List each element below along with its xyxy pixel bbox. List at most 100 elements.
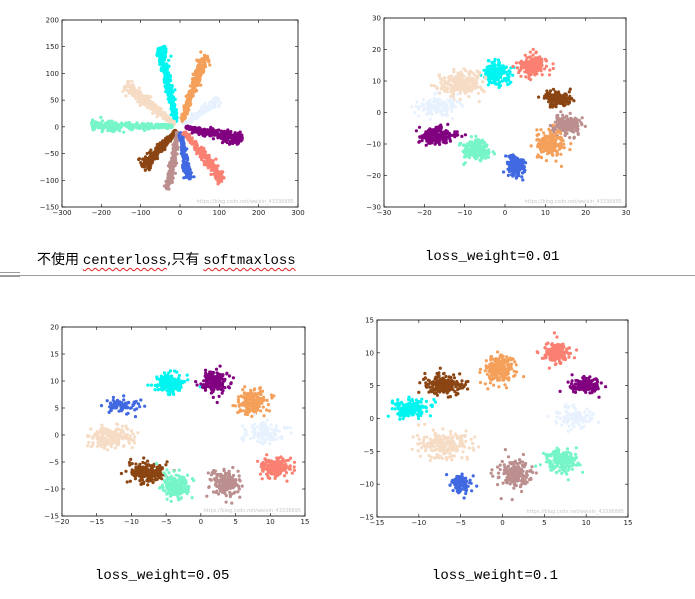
- point: [521, 178, 525, 182]
- point: [165, 389, 169, 393]
- point: [204, 368, 208, 372]
- point: [165, 124, 169, 128]
- point: [211, 99, 215, 104]
- y-tick-label: 10: [372, 78, 381, 86]
- point: [210, 383, 214, 387]
- point: [231, 376, 235, 380]
- point: [155, 107, 159, 111]
- point: [153, 103, 157, 107]
- point: [567, 126, 571, 130]
- point: [197, 60, 201, 64]
- point: [133, 408, 137, 412]
- point: [170, 375, 174, 379]
- point: [187, 118, 191, 122]
- point: [437, 140, 441, 144]
- point: [161, 377, 165, 382]
- point: [204, 372, 208, 376]
- point: [210, 387, 215, 391]
- point: [467, 154, 471, 158]
- point: [224, 135, 228, 139]
- point: [434, 139, 438, 143]
- point: [166, 379, 170, 383]
- point: [432, 107, 437, 111]
- point: [566, 121, 570, 125]
- point: [559, 122, 563, 127]
- point: [170, 180, 174, 184]
- point: [199, 382, 203, 386]
- point: [420, 139, 424, 143]
- point: [549, 99, 553, 103]
- series-cyan: [146, 369, 202, 397]
- point: [231, 139, 235, 143]
- point: [134, 90, 138, 94]
- point: [140, 124, 144, 128]
- point: [206, 104, 210, 108]
- point: [212, 377, 216, 381]
- point: [270, 396, 274, 400]
- point: [471, 81, 475, 85]
- point: [479, 159, 483, 163]
- point: [452, 132, 457, 136]
- point: [219, 387, 223, 392]
- point: [427, 129, 431, 133]
- point: [442, 132, 446, 136]
- point: [576, 132, 580, 136]
- x-tick-label: 300: [291, 209, 304, 217]
- x-tick-label: −200: [92, 209, 111, 217]
- point: [458, 88, 462, 92]
- point: [211, 166, 215, 170]
- point: [171, 152, 175, 156]
- point: [511, 64, 515, 69]
- point: [119, 408, 123, 413]
- point: [183, 149, 187, 153]
- point: [420, 134, 424, 138]
- point: [184, 103, 188, 107]
- point: [180, 118, 184, 122]
- point: [174, 137, 178, 141]
- series-aliceblue: [182, 95, 223, 127]
- point: [443, 85, 447, 89]
- point: [456, 92, 460, 96]
- point: [452, 80, 456, 84]
- point: [428, 117, 432, 121]
- point: [569, 142, 573, 146]
- point: [202, 163, 206, 167]
- point: [211, 370, 216, 375]
- point: [498, 63, 502, 68]
- point: [497, 61, 501, 65]
- point: [508, 71, 512, 75]
- point: [218, 174, 222, 178]
- point: [532, 65, 536, 69]
- point: [435, 86, 439, 91]
- point: [569, 116, 573, 120]
- point: [183, 160, 188, 164]
- series-royalblue: [502, 153, 528, 182]
- point: [212, 97, 216, 101]
- point: [188, 125, 192, 129]
- point: [169, 166, 173, 170]
- point: [549, 89, 553, 93]
- point: [194, 380, 198, 384]
- x-tick-label: −300: [52, 209, 71, 217]
- point: [540, 73, 544, 77]
- point: [171, 150, 175, 154]
- point: [544, 140, 548, 144]
- point: [463, 88, 467, 92]
- point: [437, 135, 441, 139]
- point: [562, 146, 566, 150]
- point: [149, 152, 153, 156]
- point: [212, 105, 216, 110]
- point: [514, 165, 518, 169]
- point: [175, 161, 179, 165]
- point: [512, 169, 516, 173]
- point: [211, 395, 215, 399]
- point: [440, 83, 444, 87]
- point: [445, 131, 449, 135]
- point: [161, 113, 165, 117]
- point: [460, 134, 464, 138]
- point: [547, 94, 551, 98]
- point: [553, 99, 557, 103]
- point: [544, 64, 548, 68]
- point: [194, 71, 198, 75]
- point: [565, 118, 569, 122]
